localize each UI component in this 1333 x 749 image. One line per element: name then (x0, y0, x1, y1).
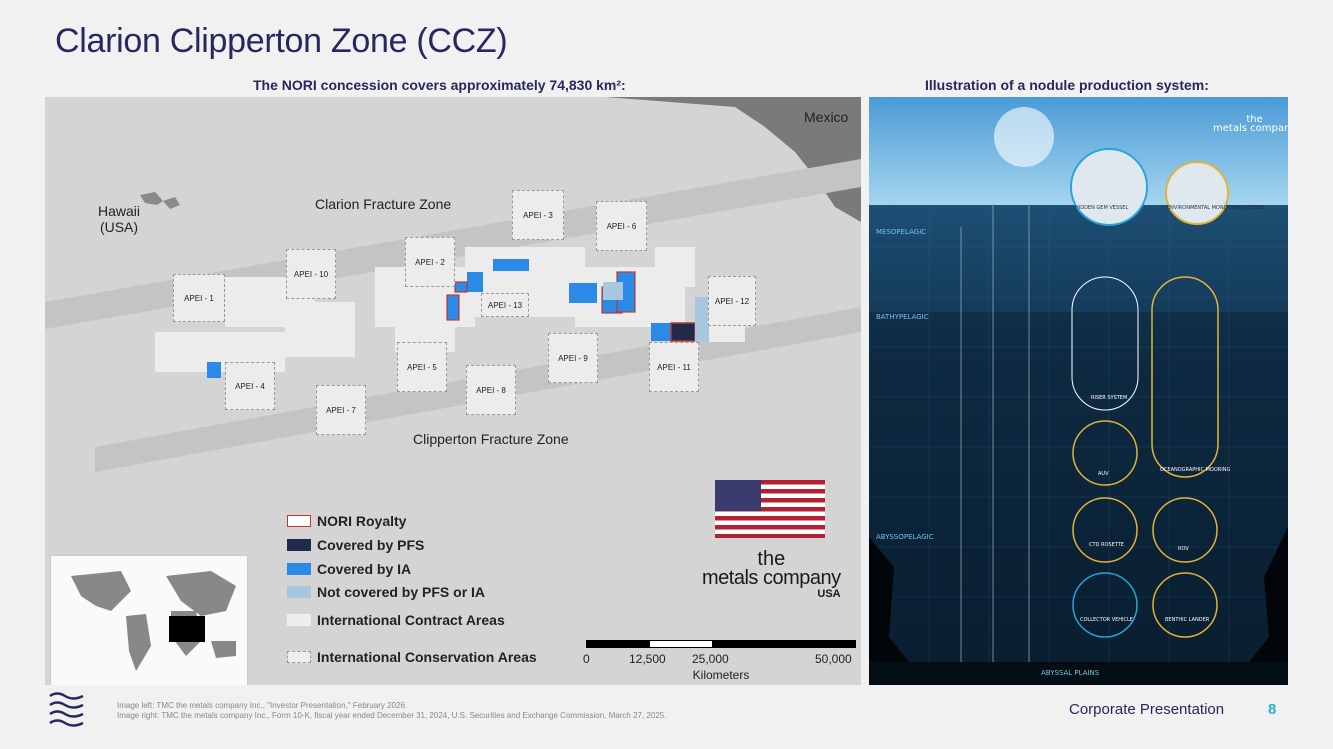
metals-company-usa-logo: the metals company USA (702, 548, 841, 600)
legend-contract-areas: International Contract Areas (287, 612, 505, 628)
item-8-label: COLLECTOR VEHICLE (1080, 617, 1133, 623)
ccz-map: Mexico Hawaii (USA) Clarion Fracture Zon… (45, 97, 861, 685)
item-6-label: CTD ROSETTE (1089, 542, 1124, 548)
hawaii-label: Hawaii (USA) (98, 203, 141, 235)
scale-bar: 0 12,500 25,000 50,000 Kilometers (583, 640, 856, 682)
apei-1: APEI - 1 (173, 274, 225, 322)
section-label: Corporate Presentation (1069, 701, 1225, 718)
item-7-label: ROV (1178, 546, 1189, 552)
apei-5: APEI - 5 (397, 342, 447, 392)
apei-8: APEI - 8 (466, 365, 516, 415)
nodule-production-illustration: the metals company MESOPELAGIC BATHYPELAG… (869, 97, 1288, 685)
clarion-label: Clarion Fracture Zone (315, 196, 452, 212)
zone-mesopelagic: MESOPELAGIC (876, 228, 927, 236)
zone-abyssal-plains: ABYSSAL PLAINS (1041, 669, 1100, 677)
apei-9: APEI - 9 (548, 333, 598, 383)
item-4-label: OCEANOGRAPHIC MOORING (1160, 467, 1231, 473)
item-2-label: ENVIRONMENTAL MONITORING VESSEL (1167, 205, 1266, 211)
legend-pfs: Covered by PFS (287, 537, 424, 553)
item-9-label: BENTHIC LANDER (1165, 617, 1210, 623)
mexico-label: Mexico (804, 109, 849, 125)
map-subtitle: The NORI concession covers approximately… (253, 77, 626, 93)
apei-12: APEI - 12 (708, 276, 756, 326)
item-3-label: RISER SYSTEM (1091, 395, 1128, 401)
zone-bathypelagic: BATHYPELAGIC (876, 313, 929, 321)
apei-2: APEI - 2 (405, 237, 455, 287)
page-title: Clarion Clipperton Zone (CCZ) (55, 22, 508, 60)
legend-nori-royalty: NORI Royalty (287, 513, 406, 529)
apei-7: APEI - 7 (316, 385, 366, 435)
apei-4: APEI - 4 (225, 362, 275, 410)
waves-icon (49, 692, 84, 727)
illustration-brand: the metals company (1213, 114, 1288, 134)
zone-abyssopelagic: ABYSSOPELAGIC (876, 533, 934, 541)
apei-11: APEI - 11 (649, 342, 699, 392)
legend-conservation-areas: International Conservation Areas (287, 649, 537, 665)
apei-6: APEI - 6 (596, 201, 647, 251)
legend-ia: Covered by IA (287, 561, 411, 577)
legend-not-covered: Not covered by PFS or IA (287, 584, 485, 600)
world-inset-map (50, 555, 248, 685)
apei-3: APEI - 3 (512, 190, 564, 240)
us-flag-icon (715, 480, 825, 538)
item-5-label: AUV (1098, 471, 1109, 477)
apei-13: APEI - 13 (481, 293, 529, 317)
clipperton-label: Clipperton Fracture Zone (413, 431, 569, 447)
item-1-label: HIDDEN GEM VESSEL (1075, 205, 1129, 211)
source-notes: Image left: TMC the metals company Inc.,… (117, 701, 667, 720)
illustration-subtitle: Illustration of a nodule production syst… (925, 77, 1209, 93)
apei-10: APEI - 10 (286, 249, 336, 299)
page-number: 8 (1268, 701, 1277, 718)
